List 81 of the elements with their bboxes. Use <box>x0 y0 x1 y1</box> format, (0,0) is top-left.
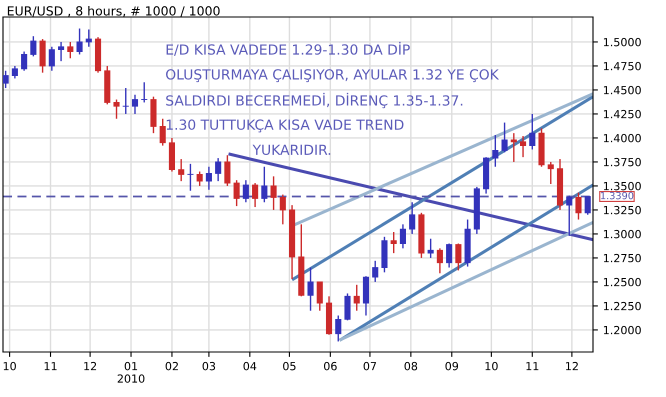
candlestick <box>132 94 138 115</box>
y-tick-label: 1.4500 <box>604 86 641 94</box>
x-tick-label: 10 <box>486 362 498 370</box>
x-tick-label: 11 <box>526 362 538 370</box>
candlestick <box>520 135 526 158</box>
x-tick-label: 09 <box>445 362 458 370</box>
candlestick <box>307 266 314 312</box>
candlestick <box>446 242 452 268</box>
annotation: OLUŞTURMAYA ÇALIŞIYOR, AYULAR 1.32 YE ÇOK <box>166 69 500 82</box>
candlestick <box>21 50 28 72</box>
annotation: SALDIRDI BECEREMEDİ, DİRENÇ 1.35-1.37. <box>166 92 462 108</box>
candlestick <box>206 166 212 190</box>
candlestick <box>510 132 517 163</box>
candlestick <box>372 260 378 283</box>
y-tick-label: 1.3750 <box>604 158 641 166</box>
ref-line-label: 1.3390 <box>601 192 634 200</box>
x-tick-label: 01 2010 <box>118 362 144 383</box>
y-tick-label: 1.3250 <box>604 206 641 214</box>
y-tick-label: 1.2000 <box>604 326 641 334</box>
candlestick <box>409 202 416 235</box>
candlestick <box>529 113 536 150</box>
candlestick <box>252 182 258 208</box>
candlestick <box>344 292 351 322</box>
candlestick <box>335 314 342 342</box>
candlestick <box>270 176 277 211</box>
candlestick <box>113 98 120 120</box>
y-tick-label: 1.4000 <box>604 134 641 142</box>
candlestick <box>76 28 83 56</box>
candlestick <box>187 163 194 192</box>
candlestick <box>141 82 148 104</box>
candlestick <box>280 194 286 226</box>
candlestick <box>566 194 572 237</box>
candlestick <box>12 65 18 80</box>
candlestick <box>548 161 554 185</box>
y-tick-label: 1.4250 <box>604 110 641 118</box>
x-tick-label: 05 <box>283 362 296 370</box>
x-tick-label: 11 <box>44 362 57 370</box>
candlestick <box>48 46 55 72</box>
candlestick <box>242 179 249 203</box>
candlestick <box>455 242 462 272</box>
candlestick <box>196 170 203 187</box>
candlestick <box>178 158 184 182</box>
candlestick <box>428 238 434 259</box>
y-tick-label: 1.4750 <box>604 62 641 70</box>
candlestick <box>67 41 74 59</box>
candlestick <box>436 248 443 274</box>
x-tick-label: 03 <box>202 362 216 370</box>
candlestick <box>30 36 36 58</box>
y-tick-label: 1.2250 <box>604 302 641 310</box>
x-tick-label: 07 <box>364 362 376 370</box>
y-tick-label: 1.5000 <box>604 38 641 46</box>
candlestick <box>575 192 582 220</box>
y-tick-label: 1.3000 <box>604 230 641 238</box>
x-tick-label: 06 <box>324 362 337 370</box>
x-tick-label: 10 <box>4 362 16 370</box>
annotation: 1.30 TUTTUKÇA KISA VADE TREND <box>166 119 404 132</box>
y-tick-label: 1.3500 <box>604 182 641 190</box>
x-tick-label: 08 <box>404 362 418 370</box>
candlestick <box>502 122 508 154</box>
candlestick <box>492 134 498 168</box>
annotation: YUKARIDIR. <box>252 144 330 156</box>
candlestick <box>3 70 9 89</box>
candlestick <box>234 179 240 207</box>
x-tick-label: 04 <box>243 362 256 370</box>
y-tick-label: 1.2500 <box>604 278 641 286</box>
candlestick <box>400 224 406 250</box>
annotation: E/D KISA VADEDE 1.29-1.30 DA DİP <box>166 42 410 56</box>
candlestick <box>261 166 268 203</box>
candlestick <box>58 41 64 62</box>
candlestick <box>390 231 397 254</box>
y-tick-label: 1.2750 <box>604 254 641 262</box>
x-tick-label: 12 <box>566 362 578 370</box>
x-tick-label: 12 <box>84 362 96 370</box>
candlestick <box>584 196 591 216</box>
candlestick <box>160 118 166 146</box>
candlestick <box>316 281 323 312</box>
x-tick-label: 02 <box>166 362 178 370</box>
candlestick <box>86 28 92 48</box>
candlestick <box>224 154 230 187</box>
candlestick <box>354 284 360 312</box>
candlestick <box>215 157 222 182</box>
